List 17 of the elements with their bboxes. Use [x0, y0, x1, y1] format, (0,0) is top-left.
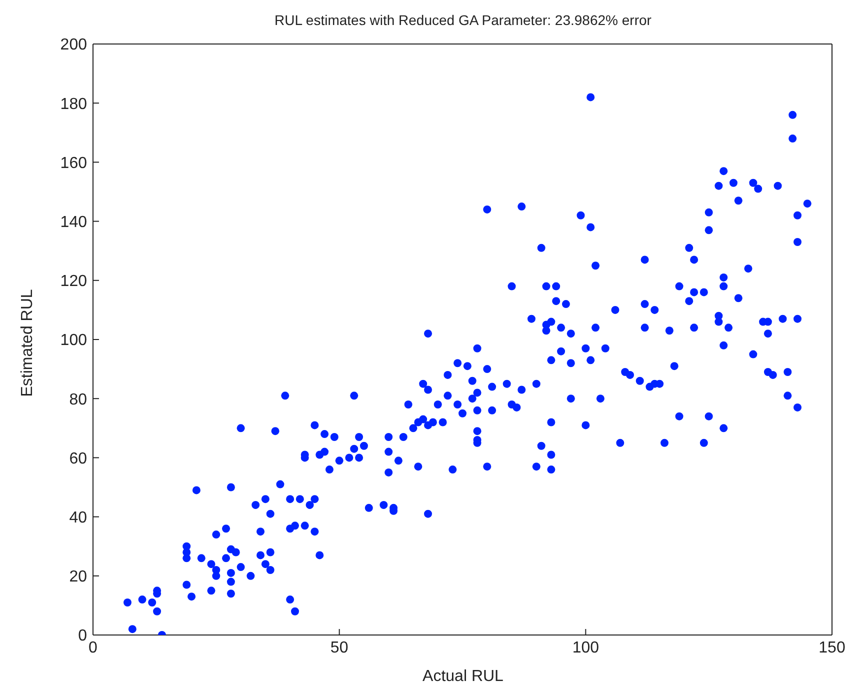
y-tick-label: 200 — [60, 36, 88, 54]
y-tick-label: 0 — [78, 628, 88, 645]
y-tick-label: 160 — [60, 154, 88, 172]
y-tick-label: 80 — [69, 391, 88, 408]
y-tick-label: 20 — [69, 568, 88, 586]
y-tick-label: 40 — [69, 509, 88, 526]
y-axis-title: Estimated RUL — [19, 289, 37, 397]
x-tick-label: 100 — [572, 639, 600, 656]
y-tick-label: 100 — [60, 332, 88, 350]
y-tick-label: 120 — [60, 273, 88, 290]
y-tick-label: 180 — [60, 96, 88, 113]
x-axis-title: Actual RUL — [422, 668, 504, 686]
y-tick-label: 60 — [69, 450, 88, 468]
x-tick-label: 50 — [330, 639, 348, 656]
chart-title: RUL estimates with Reduced GA Parameter: 23.9862% error — [274, 12, 652, 28]
x-tick-label: 150 — [818, 639, 846, 656]
y-tick-label: 140 — [60, 214, 88, 231]
